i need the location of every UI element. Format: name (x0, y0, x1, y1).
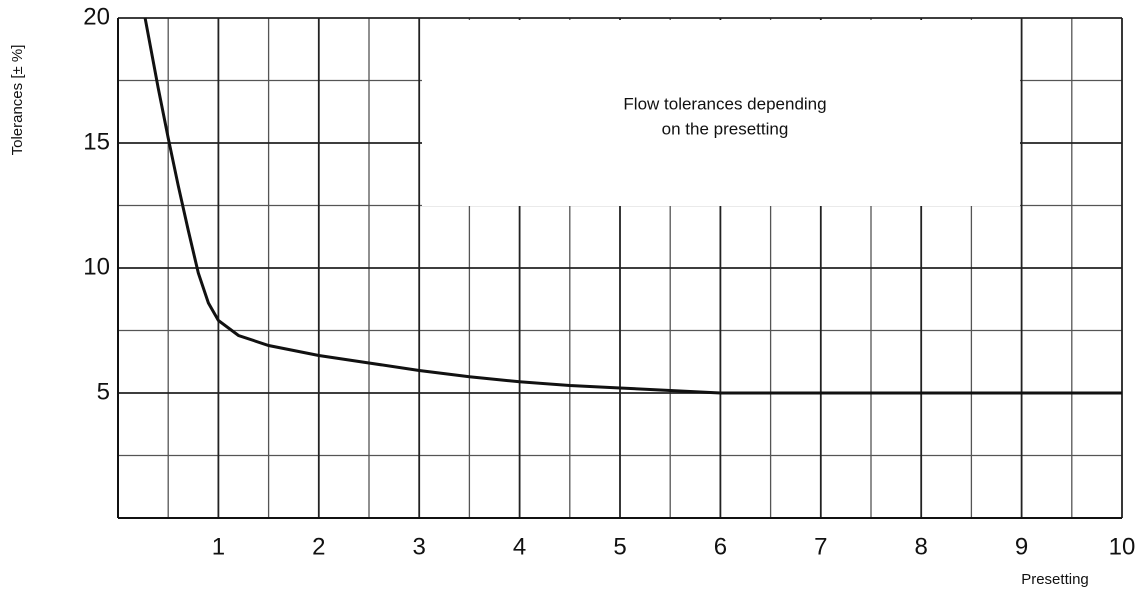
y-tick-label: 5 (97, 378, 110, 405)
annotation-box (422, 20, 1020, 206)
annotation: Flow tolerances depending (623, 94, 826, 113)
x-tick-label: 4 (513, 533, 526, 560)
x-tick-label: 10 (1109, 533, 1136, 560)
annotation: on the presetting (662, 119, 789, 138)
y-tick-label: 10 (83, 253, 110, 280)
y-axis-label: Tolerances [± %] (9, 45, 26, 156)
line-series (143, 17, 1122, 395)
x-tick-label: 5 (613, 533, 626, 560)
x-tick-label: 6 (714, 533, 727, 560)
x-tick-label: 9 (1015, 533, 1028, 560)
x-axis-label: Presetting (1021, 571, 1089, 588)
y-tick-label: 15 (83, 128, 110, 155)
x-tick-label: 1 (212, 533, 225, 560)
y-tick-label: 20 (83, 3, 110, 30)
x-tick-label: 3 (413, 533, 426, 560)
x-tick-label: 7 (814, 533, 827, 560)
x-tick-label: 8 (915, 533, 928, 560)
x-tick-label: 2 (312, 533, 325, 560)
